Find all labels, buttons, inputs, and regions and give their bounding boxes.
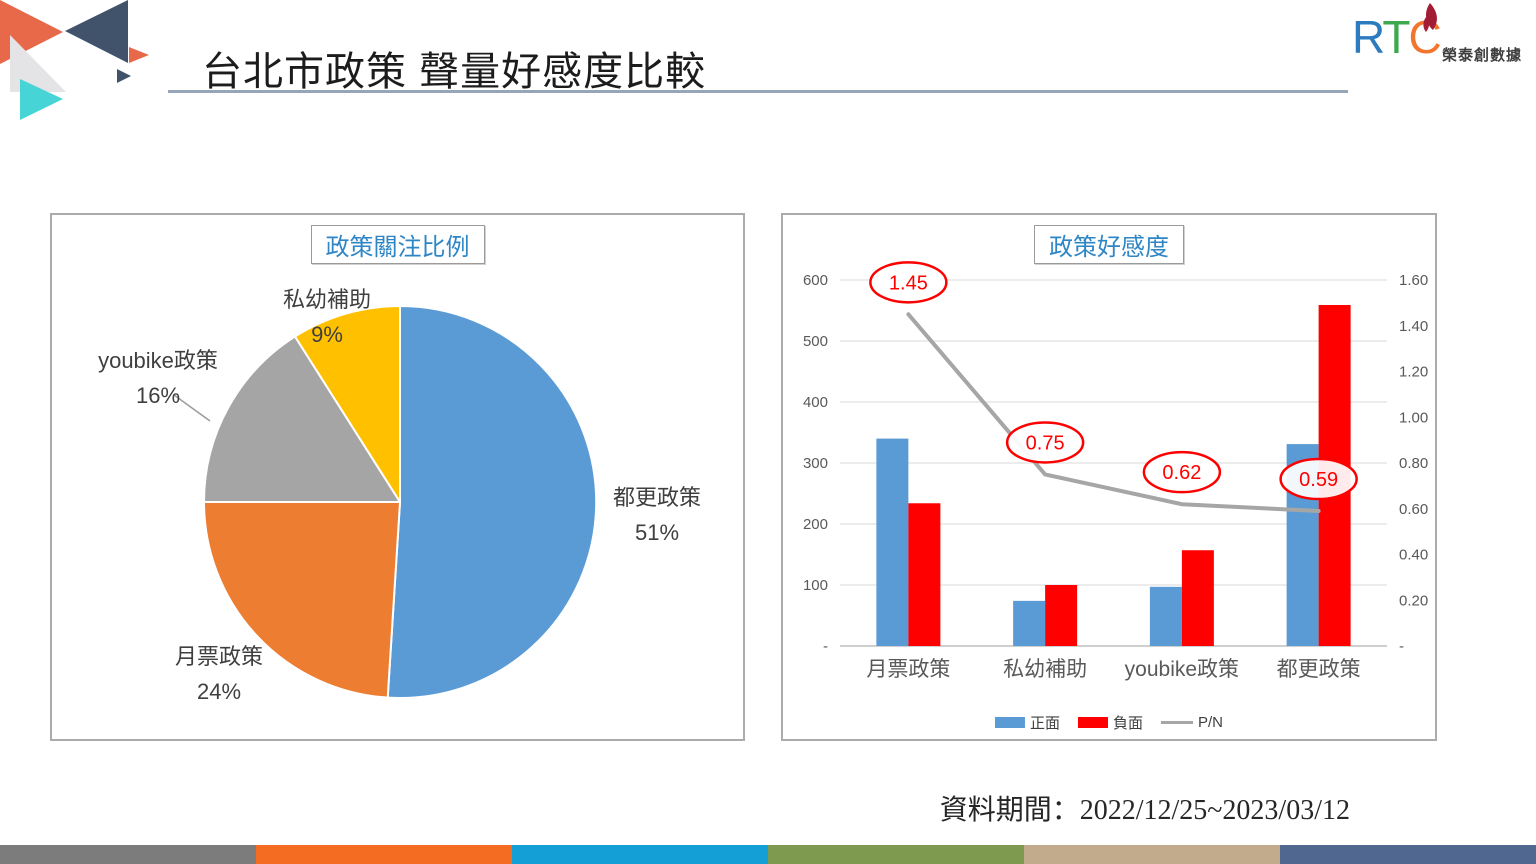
pie-slice-1 (203, 501, 401, 699)
left-axis-tick: - (823, 638, 828, 655)
pie-label-duigeng: 都更政策 51% (612, 485, 702, 545)
bar-line-chart: 600 500 400 300 200 100 - 1.60 1.40 1.20 1.00 0.80 0… (803, 261, 1428, 681)
slide-title: 台北市政策 聲量好感度比較 (202, 49, 707, 94)
bar-負面-0 (908, 503, 941, 646)
pie-label-siyou: 私幼補助 9% (282, 287, 372, 347)
right-axis-tick: 0.80 (1399, 455, 1428, 472)
bar-chart-panel: 政策好感度 600 500 400 300 200 100 - 1.60 1.40 1.20 1.0… (781, 213, 1437, 741)
pie-chart (173, 305, 598, 699)
right-axis-tick: 0.20 (1399, 592, 1428, 609)
right-axis-tick: 0.40 (1399, 547, 1428, 564)
pie-slice-3 (294, 305, 401, 503)
pie-chart-panel: 政策關注比例 都更政策 51% 月票政策 24% youbike政策 16% 私… (50, 213, 745, 741)
triangle-orange (0, 0, 63, 64)
legend-label: 負面 (1112, 715, 1144, 732)
callout-value-1: 0.75 (1026, 432, 1065, 454)
bar-正面-1 (1013, 600, 1046, 646)
rtc-logo-letters: RTC (1352, 10, 1442, 64)
stripe-segment-3 (768, 845, 1024, 864)
pie-label-yuepiao: 月票政策 24% (174, 644, 264, 704)
right-axis-tick: 1.40 (1399, 318, 1428, 335)
callout-ellipse-1 (1005, 421, 1085, 464)
chart-legend: 正面 負面 P/N (994, 712, 1223, 733)
stripe-segment-4 (1024, 845, 1280, 864)
stripe-segment-5 (1280, 845, 1536, 864)
bar-正面-2 (1149, 586, 1182, 646)
stripe-segment-2 (512, 845, 768, 864)
right-axis-tick: 1.00 (1399, 409, 1428, 426)
data-period-note: 資料期間：2022/12/25~2023/03/12 (939, 795, 1350, 826)
pie-chart-title: 政策關注比例 (310, 225, 485, 264)
left-axis-tick: 400 (803, 394, 828, 411)
legend-label: 正面 (1029, 715, 1060, 732)
stripe-segment-0 (0, 845, 256, 864)
triangles-logo (0, 0, 149, 120)
category-label-2: youbike政策 (1125, 658, 1239, 681)
pie-label-youbike: youbike政策 16% (98, 348, 218, 408)
stripe-segment-1 (256, 845, 512, 864)
bar-負面-1 (1045, 585, 1078, 646)
bar-chart-title: 政策好感度 (1034, 225, 1184, 264)
left-axis-tick: 500 (803, 333, 828, 350)
left-axis-tick: 100 (803, 577, 828, 594)
rtc-company-name: 榮泰創數據 (1442, 47, 1523, 64)
bar-正面-0 (876, 438, 909, 646)
legend-color-swatch (994, 717, 1025, 728)
triangle-gray (10, 35, 66, 92)
rtc-letter-r: R (1352, 11, 1384, 63)
right-axis-tick: 0.60 (1399, 501, 1428, 518)
rtc-logo: RTC 榮泰創數據 (1350, 3, 1536, 78)
triangle-slate (65, 0, 128, 63)
pn-line (906, 312, 1321, 513)
triangle-slate-small (117, 69, 131, 83)
category-label-1: 私幼補助 (1003, 658, 1087, 681)
left-axis-tick: 200 (803, 516, 828, 533)
footer-stripe (0, 845, 1536, 864)
category-label-3: 都更政策 (1277, 658, 1361, 681)
left-axis-tick: 300 (803, 455, 828, 472)
callout-ellipse-0 (869, 261, 948, 304)
callout-value-3: 0.59 (1299, 469, 1338, 491)
category-label-0: 月票政策 (866, 658, 950, 681)
pie-leader-line (173, 394, 211, 422)
pie-slice-2 (203, 335, 401, 503)
rtc-letter-t: T (1382, 11, 1410, 63)
callout-ellipse-2 (1142, 450, 1222, 494)
pie-slice-0 (386, 305, 598, 699)
right-axis-tick: 1.60 (1399, 272, 1428, 289)
right-axis-tick: - (1399, 638, 1404, 655)
bar-負面-2 (1181, 550, 1214, 646)
legend-label: P/N (1198, 714, 1224, 731)
left-axis-tick: 600 (803, 272, 828, 289)
callout-ellipse-3 (1279, 457, 1358, 501)
triangle-orange-small (129, 47, 149, 63)
legend-item-正面: 正面 (994, 712, 1060, 733)
callout-value-0: 1.45 (889, 272, 928, 294)
triangle-teal (20, 79, 63, 120)
legend-item-負面: 負面 (1077, 712, 1144, 733)
title-underline (168, 90, 1348, 93)
flame-icon (1423, 3, 1437, 32)
legend-item-pn: P/N (1161, 714, 1223, 731)
right-axis-tick: 1.20 (1399, 364, 1428, 381)
legend-line-swatch (1161, 721, 1194, 724)
callout-value-2: 0.62 (1162, 462, 1201, 484)
legend-color-swatch (1077, 717, 1108, 728)
